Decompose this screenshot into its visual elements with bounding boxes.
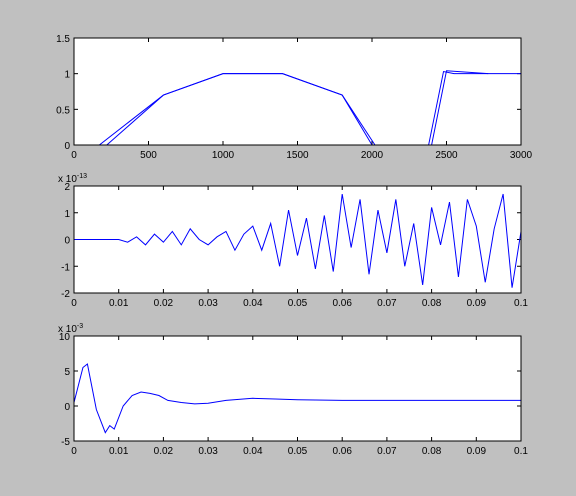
- axes-box: [73, 37, 522, 146]
- x-tick-label: 0.09: [467, 298, 487, 309]
- x-tick-label: 0.02: [154, 298, 174, 309]
- axes-background: [74, 186, 521, 293]
- y-tick-label: 0: [64, 402, 70, 413]
- y-tick-label: 2: [64, 182, 70, 193]
- x-tick-label: 0.08: [422, 298, 442, 309]
- x-tick-label: 0.06: [332, 446, 352, 457]
- x-tick-label: 500: [140, 150, 157, 161]
- data-line: [74, 70, 489, 146]
- x-tick-label: 2500: [435, 150, 458, 161]
- x-tick-label: 0.09: [467, 446, 487, 457]
- x-tick-label: 0.1: [514, 298, 528, 309]
- y-tick-label: -5: [61, 437, 70, 448]
- x-tick-label: 0: [71, 298, 77, 309]
- x-tick-label: 0.03: [198, 298, 218, 309]
- x-tick-label: 2000: [361, 150, 384, 161]
- x-tick-label: 3000: [510, 150, 533, 161]
- x-tick-label: 1500: [286, 150, 309, 161]
- y-exponent: x 10-13: [58, 173, 87, 185]
- x-tick-label: 0.05: [288, 446, 308, 457]
- x-tick-label: 0.01: [109, 446, 129, 457]
- x-tick-label: 0.02: [154, 446, 174, 457]
- y-tick-label: -2: [61, 289, 70, 300]
- x-tick-label: 0.06: [332, 298, 352, 309]
- y-tick-label: 0.5: [56, 105, 70, 116]
- y-tick-label: -1: [61, 262, 70, 273]
- x-tick-label: 0.04: [243, 446, 263, 457]
- y-tick-label: 1: [64, 70, 70, 81]
- y-exponent-power: -3: [77, 323, 83, 330]
- y-tick-label: 1: [64, 209, 70, 220]
- x-tick-label: 0.07: [377, 298, 397, 309]
- y-exponent-base: x 10: [58, 174, 77, 185]
- x-tick-label: 0.1: [514, 446, 528, 457]
- x-tick-label: 0: [71, 150, 77, 161]
- x-tick-label: 0.08: [422, 446, 442, 457]
- axes-background: [74, 336, 521, 441]
- y-exponent-power: -13: [77, 173, 87, 180]
- y-exponent-base: x 10: [58, 324, 77, 335]
- y-tick-label: 0: [64, 236, 70, 247]
- axes-box: [73, 335, 522, 442]
- x-tick-label: 0.05: [288, 298, 308, 309]
- x-tick-label: 1000: [212, 150, 235, 161]
- y-tick-label: 5: [64, 367, 70, 378]
- x-tick-label: 0.01: [109, 298, 129, 309]
- y-exponent: x 10-3: [58, 323, 83, 335]
- x-tick-label: 0: [71, 446, 77, 457]
- x-tick-label: 0.07: [377, 446, 397, 457]
- x-tick-label: 0.04: [243, 298, 263, 309]
- data-line: [74, 193, 522, 288]
- data-line: [73, 363, 521, 434]
- y-tick-label: 1.5: [56, 34, 70, 45]
- y-tick-label: 10: [59, 332, 71, 343]
- y-tick-label: 0: [64, 141, 70, 152]
- axes-box: [73, 185, 522, 294]
- x-tick-label: 0.03: [198, 446, 218, 457]
- axes-background: [74, 38, 521, 145]
